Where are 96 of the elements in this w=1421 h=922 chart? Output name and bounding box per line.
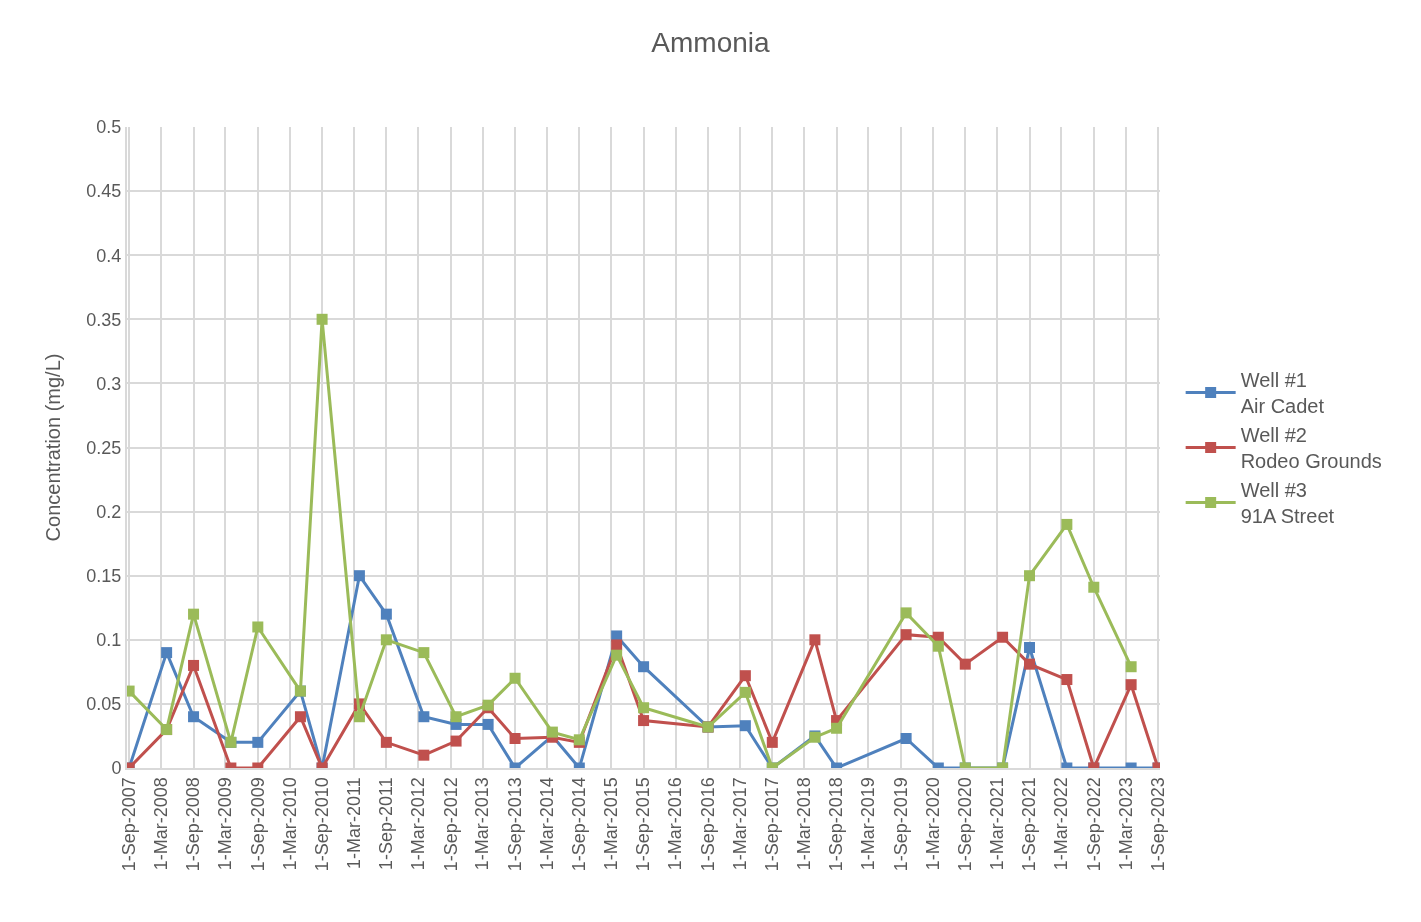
point [638, 715, 650, 727]
x-tick-label: 1-Mar-2010 [279, 777, 300, 871]
point [900, 733, 912, 745]
point [509, 672, 521, 684]
point [1024, 641, 1036, 653]
point [1061, 674, 1073, 686]
x-tick-label: 1-Sep-2019 [890, 777, 911, 872]
x-tick-label: 1-Mar-2011 [343, 777, 364, 869]
y-tick-label: 0.15 [86, 566, 122, 586]
point [831, 722, 843, 734]
x-tick-label: 1-Mar-2009 [215, 777, 236, 871]
point [932, 640, 944, 652]
x-tick-label: 1-Sep-2014 [569, 777, 590, 872]
point [611, 639, 623, 651]
y-tick-label: 0.1 [96, 630, 122, 651]
point [1088, 581, 1100, 593]
y-axis-title: Concentration (mg/L) [42, 353, 65, 542]
y-tick-label: 0.2 [96, 501, 122, 522]
x-tick-label: 1-Mar-2018 [794, 777, 815, 871]
point [638, 702, 650, 714]
point [188, 608, 200, 620]
x-tick-label: 1-Sep-2007 [118, 777, 139, 872]
x-tick-label: 1-Sep-2015 [633, 777, 654, 872]
point [546, 726, 558, 738]
point [418, 647, 430, 659]
x-tick-label: 1-Sep-2017 [762, 777, 783, 872]
point [809, 634, 821, 646]
point [509, 733, 521, 745]
y-tick-label: 0 [111, 758, 122, 779]
x-tick-label: 1-Mar-2022 [1051, 777, 1072, 871]
x-tick-label: 1-Sep-2010 [311, 777, 332, 872]
point [380, 736, 392, 748]
x-tick-label: 1-Sep-2013 [504, 777, 525, 872]
chart-title: Ammonia [651, 26, 771, 58]
x-tick-label: 1-Sep-2016 [697, 777, 718, 872]
legend-label: Well #3 91A Street [1240, 479, 1335, 528]
point [380, 608, 392, 620]
point [638, 661, 650, 673]
x-tick-label: 1-Sep-2023 [1147, 777, 1168, 872]
legend-label: Well #1 Air Cadet [1240, 369, 1325, 418]
point [188, 711, 200, 723]
point [1125, 661, 1137, 673]
y-tick-label: 0.3 [96, 373, 122, 394]
x-tick-label: 1-Mar-2019 [858, 777, 879, 871]
y-tick-label: 0.5 [96, 117, 122, 138]
point [252, 621, 264, 633]
point [252, 736, 264, 748]
point [1125, 679, 1137, 691]
point [900, 629, 912, 641]
point [316, 313, 328, 325]
x-tick-label: 1-Sep-2011 [376, 777, 397, 870]
x-tick-label: 1-Sep-2021 [1019, 777, 1040, 872]
x-tick-label: 1-Sep-2022 [1083, 777, 1104, 872]
point [959, 658, 971, 670]
point [294, 711, 306, 723]
x-tick-label: 1-Mar-2017 [729, 777, 750, 871]
x-tick-label: 1-Sep-2009 [247, 777, 268, 872]
point [450, 711, 462, 723]
x-tick-label: 1-Mar-2013 [472, 777, 493, 871]
x-tick-label: 1-Sep-2020 [955, 777, 976, 872]
point [353, 711, 365, 723]
point [380, 634, 392, 646]
point [739, 670, 751, 682]
x-tick-label: 1-Mar-2023 [1115, 777, 1136, 871]
y-tick-label: 0.35 [86, 309, 122, 330]
point [188, 659, 200, 671]
x-tick-label: 1-Mar-2020 [922, 777, 943, 871]
x-tick-label: 1-Mar-2008 [151, 777, 172, 871]
y-tick-label: 0.45 [86, 181, 122, 202]
point [353, 570, 365, 582]
point [739, 686, 751, 698]
x-tick-label: 1-Mar-2014 [536, 777, 557, 871]
point [611, 649, 623, 661]
point [1024, 570, 1036, 582]
point [418, 711, 430, 723]
y-tick-label: 0.25 [86, 437, 122, 458]
point [1061, 518, 1073, 530]
x-tick-label: 1-Mar-2016 [665, 777, 686, 871]
x-tick-label: 1-Mar-2021 [986, 777, 1007, 871]
point [739, 720, 751, 732]
legend-label: Well #2 Rodeo Grounds [1240, 424, 1382, 473]
y-tick-label: 0.4 [96, 245, 122, 266]
point [766, 736, 778, 748]
x-tick-label: 1-Sep-2008 [183, 777, 204, 872]
x-tick-label: 1-Sep-2012 [440, 777, 461, 872]
point [997, 631, 1009, 643]
x-tick-label: 1-Sep-2018 [826, 777, 847, 872]
point [450, 735, 462, 747]
point [900, 607, 912, 619]
y-tick-label: 0.05 [86, 694, 122, 715]
x-tick-label: 1-Mar-2012 [408, 777, 429, 871]
point [161, 647, 173, 659]
x-tick-label: 1-Mar-2015 [601, 777, 622, 871]
point [1024, 658, 1036, 670]
point [482, 718, 494, 730]
point [418, 749, 430, 761]
